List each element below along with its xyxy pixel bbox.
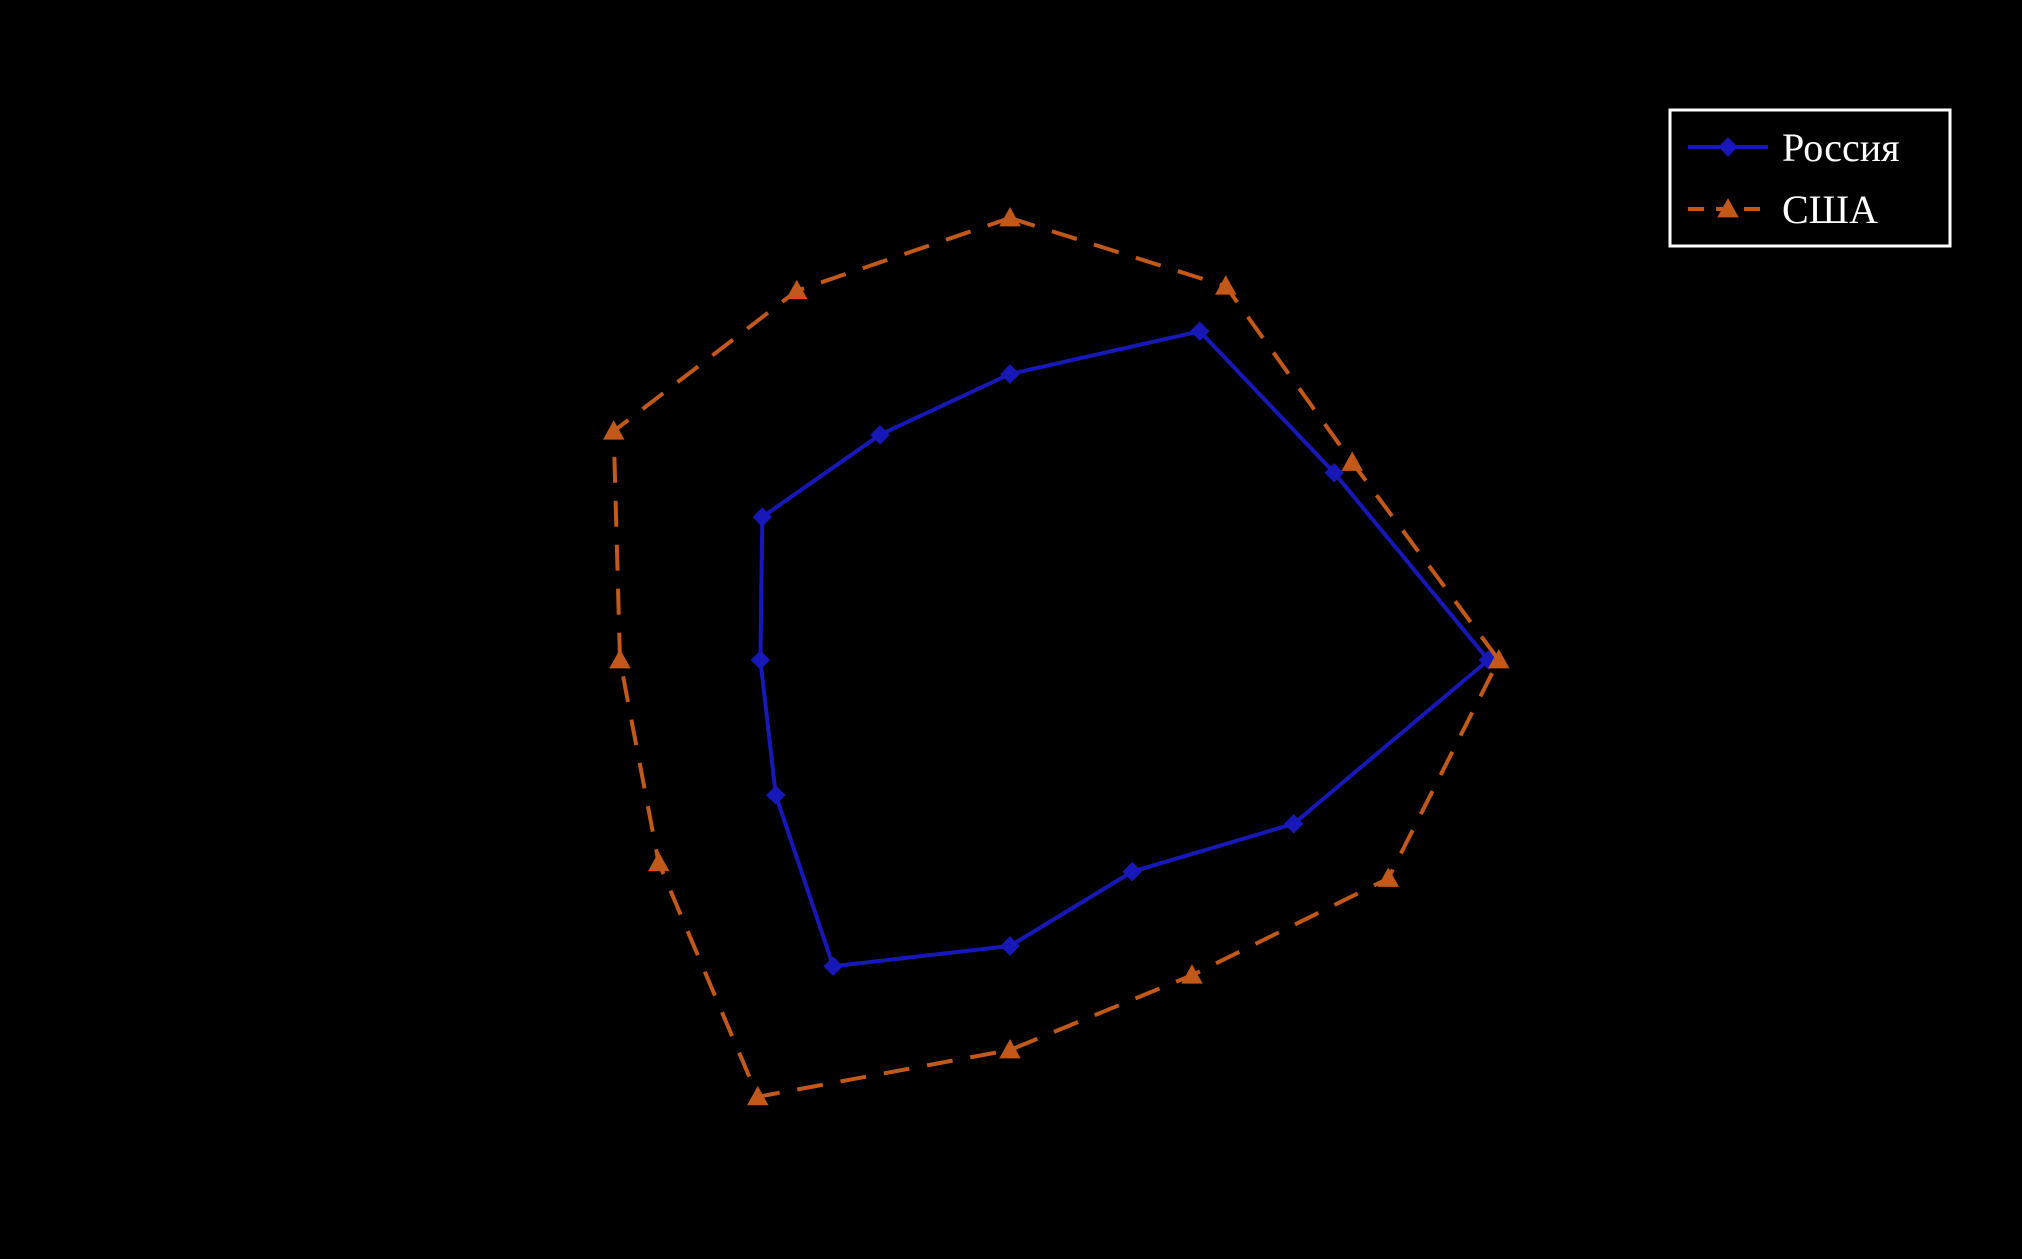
marker-triangle: [1216, 276, 1236, 294]
marker-triangle: [1342, 453, 1362, 471]
marker-triangle: [610, 650, 630, 668]
radar-chart: Россия США: [0, 0, 2022, 1259]
legend-label: Россия: [1782, 125, 1900, 170]
marker-diamond: [1123, 863, 1141, 881]
legend-label: США: [1782, 187, 1878, 232]
marker-diamond: [1001, 937, 1019, 955]
marker-triangle: [649, 853, 669, 871]
marker-diamond: [824, 957, 842, 975]
marker-triangle: [1000, 208, 1020, 226]
marker-diamond: [751, 651, 769, 669]
marker-diamond: [1001, 365, 1019, 383]
marker-triangle: [1182, 965, 1202, 983]
marker-triangle: [1378, 869, 1398, 887]
series-line: [614, 218, 1499, 1097]
marker-diamond: [767, 786, 785, 804]
